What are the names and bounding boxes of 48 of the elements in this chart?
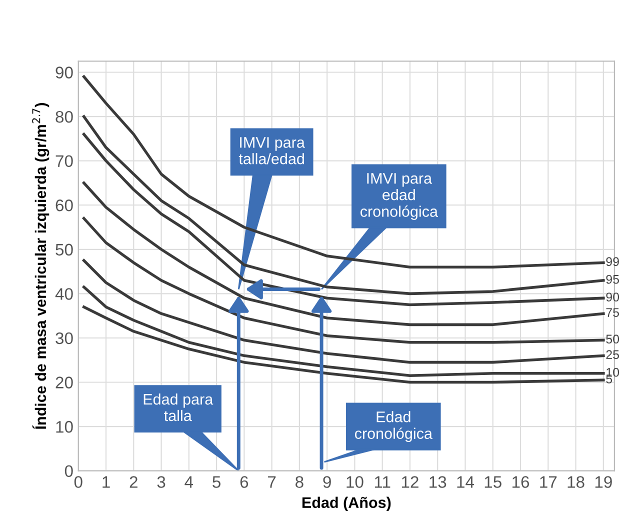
x-tick-label: 15	[484, 476, 502, 488]
line-series	[82, 306, 605, 384]
x-tick-label: 3	[157, 476, 166, 488]
series-label: 95	[606, 274, 619, 284]
x-tick-label: 13	[430, 476, 446, 488]
y-axis-title: Índice de masa ventricular izquierda (gr/m$^{2.7}$)	[32, 103, 50, 429]
y-tick-label: 70	[56, 155, 73, 168]
x-tick-label: 5	[212, 476, 220, 488]
x-tick-label: 10	[346, 476, 364, 488]
line-series	[82, 286, 605, 377]
series-label: 25	[606, 350, 619, 360]
y-tick-label: 80	[56, 110, 73, 123]
y-tick-label: 30	[56, 332, 73, 344]
x-tick-label: 17	[540, 476, 557, 488]
x-tick-label: 16	[512, 476, 530, 488]
x-tick-label: 6	[240, 476, 248, 488]
line-series	[82, 75, 605, 268]
x-tick-label: 1	[102, 476, 110, 488]
x-tick-label: 0	[74, 476, 82, 488]
annotation: Edad para talla	[144, 393, 214, 422]
x-axis-title: Edad (Años)	[302, 496, 391, 512]
series-label: 75	[606, 308, 619, 317]
series-label: 99	[606, 257, 619, 266]
x-tick-label: 18	[568, 476, 584, 488]
x-tick-label: 12	[402, 476, 418, 488]
annotation: Edad cronológica	[354, 411, 432, 442]
y-tick-label: 60	[56, 200, 73, 212]
line-series	[82, 259, 605, 364]
y-tick-label: 0	[64, 465, 73, 478]
x-tick-label: 14	[457, 476, 474, 488]
x-tick-label: 2	[130, 476, 138, 488]
y-tick-label: 40	[55, 288, 73, 300]
x-tick-label: 8	[296, 476, 304, 488]
x-tick-label: 9	[323, 476, 331, 488]
x-tick-label: 7	[268, 476, 276, 488]
series-label: 5	[606, 374, 612, 384]
x-tick-label: 19	[595, 476, 612, 488]
series-label: 90	[606, 292, 620, 302]
series-label: 50	[606, 334, 620, 344]
annotation: IMVI para talla/edad	[238, 137, 305, 164]
annotation: IMVI para edad cronológica	[360, 173, 438, 220]
y-tick-label: 90	[56, 66, 73, 78]
x-tick-label: 4	[184, 476, 194, 488]
y-tick-label: 50	[56, 244, 73, 256]
y-tick-label: 10	[56, 420, 73, 433]
series-label: 10	[606, 368, 620, 377]
x-tick-label: 11	[374, 476, 390, 488]
y-tick-label: 20	[56, 376, 73, 388]
